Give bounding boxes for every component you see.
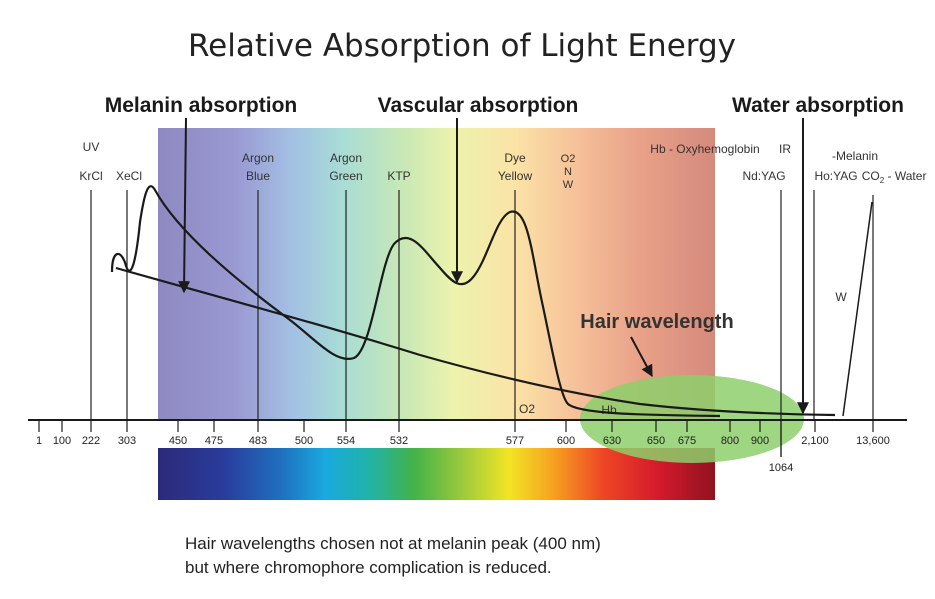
- laser-marker-lines: [90, 190, 874, 457]
- absorption-curves: [110, 185, 873, 418]
- chart-title: Relative Absorption of Light Energy: [188, 28, 736, 64]
- tick-label: 222: [82, 435, 100, 447]
- ktp-label: KTP: [387, 169, 410, 183]
- tick-label: 483: [249, 435, 267, 447]
- tick-label: 13,600: [856, 435, 890, 447]
- o2-axis-label: O2: [519, 402, 535, 416]
- melanin-legend: -Melanin: [832, 149, 878, 163]
- dye-yellow-label-1: Dye: [504, 151, 526, 165]
- argon-green-label-2: Green: [329, 169, 362, 183]
- tick-label: 900: [751, 435, 769, 447]
- tick-label: 600: [557, 435, 575, 447]
- xecl-label: XeCl: [116, 169, 142, 183]
- hemoglobin-curve: [110, 185, 721, 418]
- water-curve: [842, 201, 873, 417]
- tick-label: 650: [647, 435, 665, 447]
- tick-label: 577: [506, 435, 524, 447]
- x-axis-ticks: 1 100 222 303 450 475 483 500 554 532 577 600 630 650…: [36, 420, 890, 474]
- absorption-background-band: [158, 128, 715, 420]
- tick-label: 532: [390, 435, 408, 447]
- melanin-curve: [115, 266, 836, 417]
- hb-label: Hb: [601, 403, 617, 417]
- uv-label: UV: [83, 140, 100, 154]
- caption-line-1: Hair wavelengths chosen not at melanin p…: [185, 534, 601, 553]
- argon-blue-label-1: Argon: [242, 151, 274, 165]
- tick-label: 800: [721, 435, 739, 447]
- argon-green-label-1: Argon: [330, 151, 362, 165]
- hair-arrow: [630, 336, 653, 378]
- water-curve-label: W: [835, 290, 847, 304]
- tick-label: 450: [169, 435, 187, 447]
- water-legend: - Water: [888, 169, 927, 183]
- tick-label: 303: [118, 435, 136, 447]
- tick-label: 1: [36, 435, 42, 447]
- tick-label: 630: [603, 435, 621, 447]
- o2-top-label: O2: [561, 153, 576, 165]
- tick-label: 500: [295, 435, 313, 447]
- krcl-label: KrCl: [79, 169, 102, 183]
- tick-label: 554: [337, 435, 355, 447]
- caption-line-2: but where chromophore complication is re…: [185, 558, 552, 577]
- tick-label: 475: [205, 435, 223, 447]
- n-label: N: [564, 166, 572, 178]
- water-absorption-heading: Water absorption: [732, 94, 904, 117]
- co2-label: CO2: [862, 169, 885, 185]
- w-top-label: W: [563, 179, 574, 191]
- tick-label: 1064: [769, 462, 793, 474]
- ir-label: IR: [779, 142, 791, 156]
- melanin-absorption-heading: Melanin absorption: [105, 94, 298, 117]
- hoyag-label: Ho:YAG: [814, 169, 857, 183]
- tick-label: 675: [678, 435, 696, 447]
- visible-spectrum-bar: [158, 448, 715, 500]
- tick-label: 2,100: [801, 435, 829, 447]
- dye-yellow-label-2: Yellow: [498, 169, 533, 183]
- tick-label: 100: [53, 435, 71, 447]
- hair-wavelength-label: Hair wavelength: [580, 311, 733, 333]
- argon-blue-label-2: Blue: [246, 169, 270, 183]
- ndyag-label: Nd:YAG: [742, 169, 785, 183]
- melanin-arrow: [178, 117, 191, 294]
- hb-oxyhemoglobin-legend: Hb - Oxyhemoglobin: [650, 142, 759, 156]
- vascular-absorption-heading: Vascular absorption: [378, 94, 579, 117]
